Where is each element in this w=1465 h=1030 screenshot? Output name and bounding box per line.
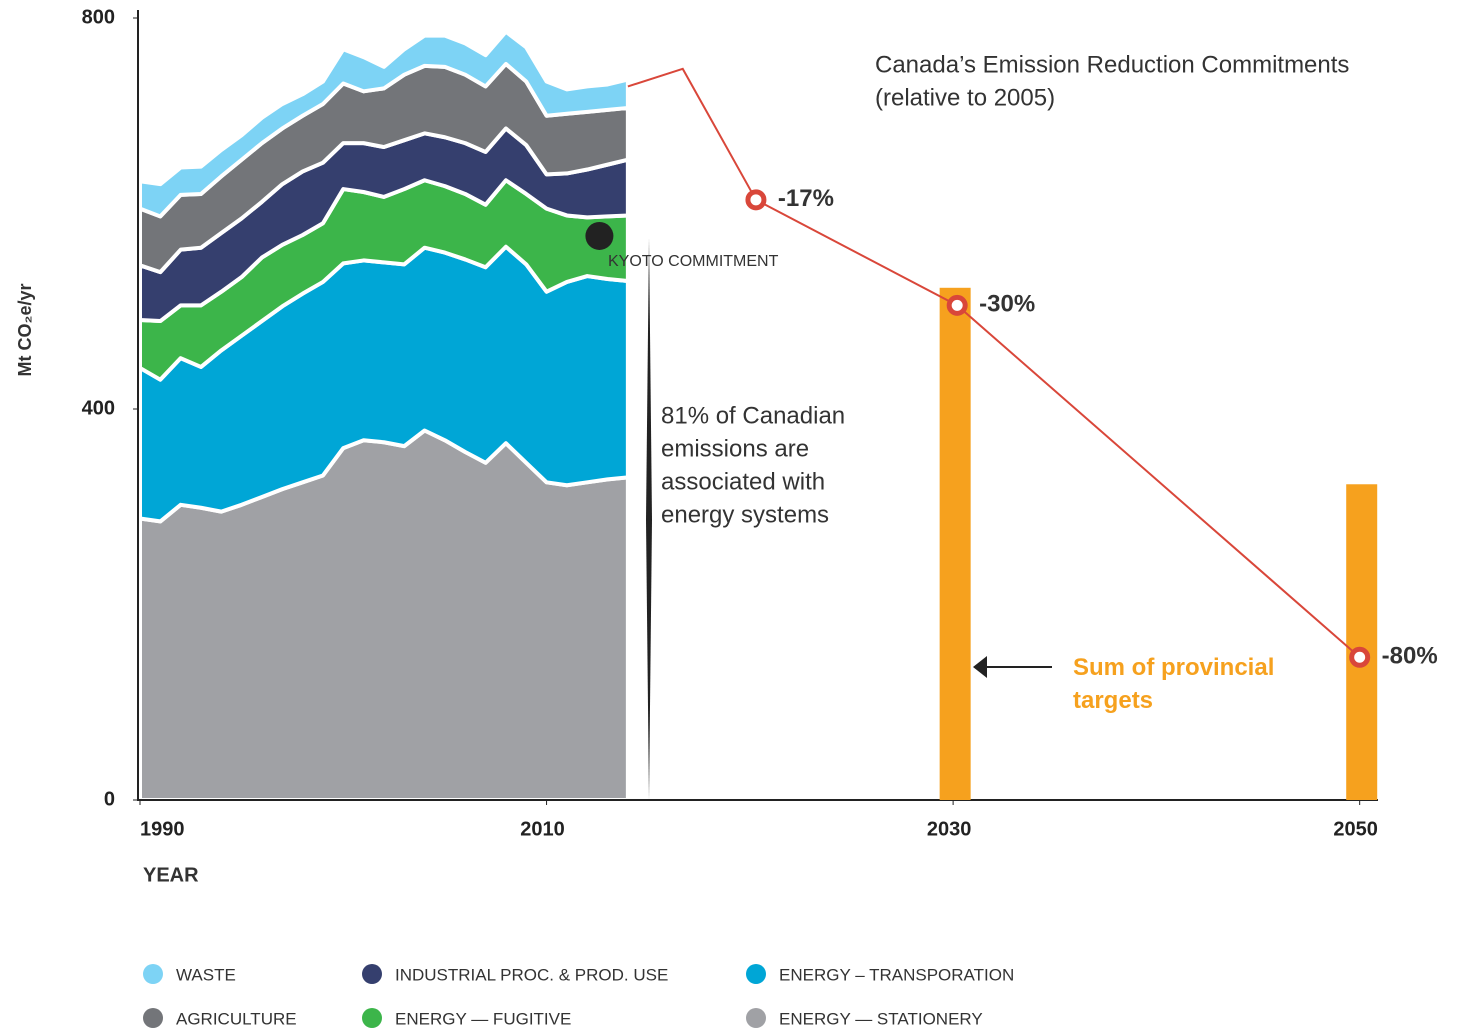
arrow-head xyxy=(973,656,987,678)
x-tick-label: 1990 xyxy=(140,818,185,840)
commitment-label: -30% xyxy=(979,291,1035,318)
target-bar xyxy=(939,287,971,800)
legend-swatch xyxy=(362,964,382,984)
legend-label: WASTE xyxy=(176,965,236,984)
legend-label: INDUSTRIAL PROC. & PROD. USE xyxy=(395,965,668,984)
areas xyxy=(138,29,630,802)
legend-swatch xyxy=(362,1008,382,1028)
target-bar xyxy=(1346,484,1378,800)
chart-title: Canada’s Emission Reduction Commitments xyxy=(875,51,1349,78)
energy-note: associated with xyxy=(661,468,825,495)
kyoto-marker xyxy=(585,221,614,250)
y-tick-label: 800 xyxy=(82,6,115,28)
commitment-label: -17% xyxy=(778,185,834,212)
y-tick-label: 0 xyxy=(104,788,115,810)
energy-note: 81% of Canadian xyxy=(661,402,845,429)
x-tick-label: 2010 xyxy=(520,818,565,840)
area-layer xyxy=(138,29,630,219)
legend-label: ENERGY — FUGITIVE xyxy=(395,1009,571,1028)
kyoto-label: KYOTO COMMITMENT xyxy=(608,253,779,270)
legend-label: ENERGY – TRANSPORATION xyxy=(779,965,1014,984)
energy-note: emissions are xyxy=(661,435,809,462)
chart-subtitle: (relative to 2005) xyxy=(875,84,1055,111)
y-tick-label: 400 xyxy=(82,397,115,419)
commitment-label: -80% xyxy=(1382,643,1438,670)
target-label: Sum of provincial targets xyxy=(1073,654,1274,714)
y-axis-label: Mt CO₂e/yr xyxy=(15,283,35,376)
legend-swatch xyxy=(746,1008,766,1028)
legend-label: ENERGY — STATIONERY xyxy=(779,1009,983,1028)
commitment-line xyxy=(627,67,1361,659)
energy-bracket xyxy=(646,238,652,800)
commitment-marker xyxy=(745,189,767,211)
commitment-marker xyxy=(946,294,968,316)
x-tick-label: 2050 xyxy=(1333,818,1378,840)
energy-note: energy systems xyxy=(661,501,829,528)
commitment-marker xyxy=(1349,646,1371,668)
legend-swatch xyxy=(143,964,163,984)
legend-label: AGRICULTURE xyxy=(176,1009,297,1028)
legend-swatch xyxy=(143,1008,163,1028)
x-tick-label: 2030 xyxy=(927,818,972,840)
legend-swatch xyxy=(746,964,766,984)
x-axis-label: YEAR xyxy=(143,864,199,886)
